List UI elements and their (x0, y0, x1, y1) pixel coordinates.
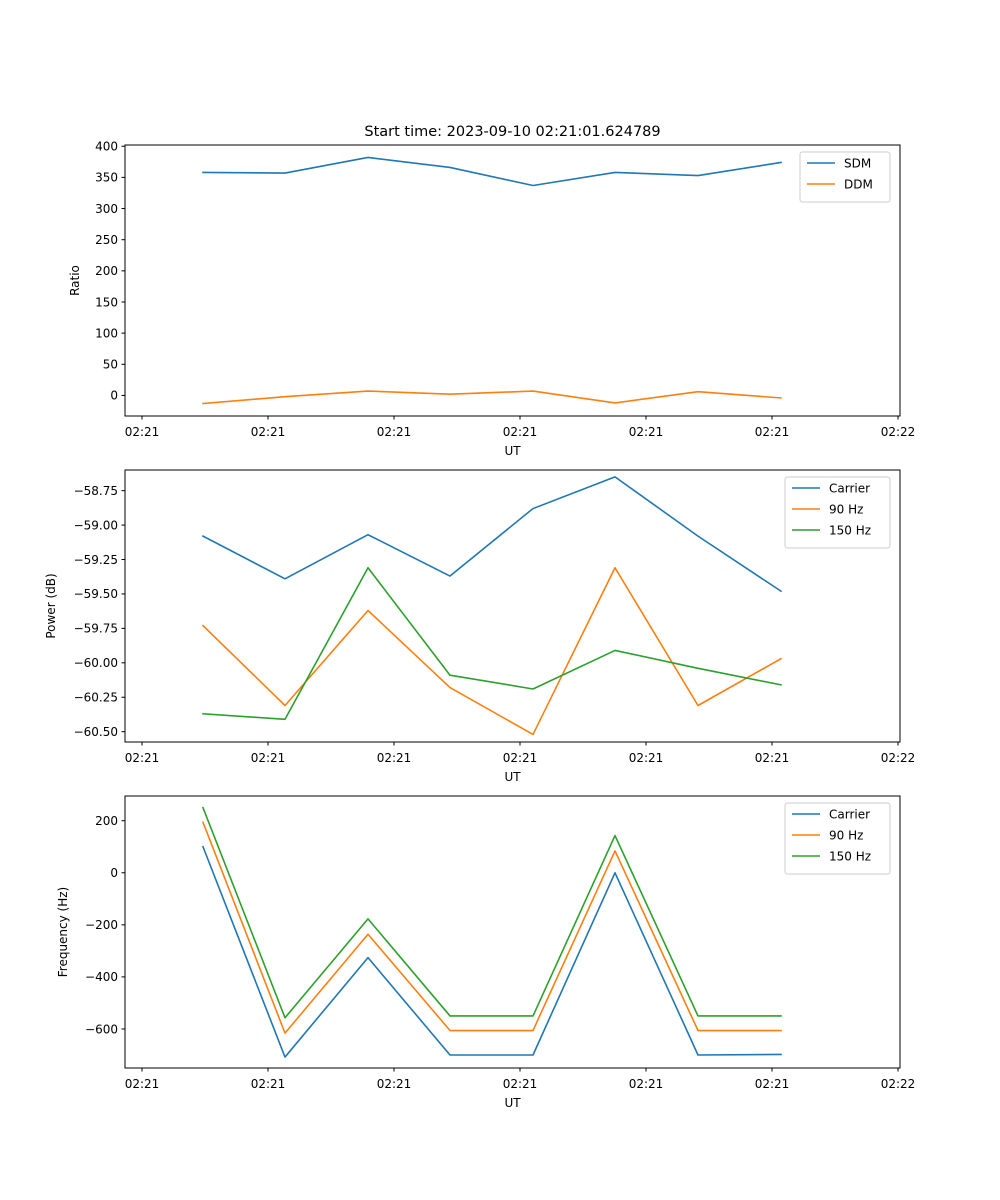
y-tick-label: 0 (110, 866, 118, 880)
y-tick-label: 100 (95, 326, 118, 340)
x-tick-label: 02:21 (377, 751, 412, 765)
x-tick-label: 02:21 (503, 751, 538, 765)
x-axis-label: UT (504, 770, 521, 784)
y-tick-label: 150 (95, 295, 118, 309)
y-tick-label: 0 (110, 389, 118, 403)
frequency-panel: −600 −400 −200 0 200 02:21 02:21 02:21 02:21 02:2… (56, 795, 916, 1110)
chart-title: Start time: 2023-09-10 02:21:01.624789 (364, 124, 660, 140)
series-line-ddm (202, 390, 782, 405)
y-tick-label: −60.25 (74, 691, 118, 705)
y-tick-label: 50 (103, 358, 118, 372)
y-tick-label: 200 (95, 264, 118, 278)
legend: SDM DDM (799, 151, 891, 203)
x-axis-label: UT (504, 444, 521, 458)
y-axis-label: Power (dB) (44, 573, 58, 638)
y-tick-label: −58.75 (74, 484, 118, 498)
legend-label: DDM (844, 177, 873, 191)
legend-label: Carrier (829, 807, 870, 821)
x-tick-label: 02:21 (503, 1077, 538, 1091)
y-tick-label: −59.00 (74, 518, 118, 532)
y-tick-label: −60.00 (74, 656, 118, 670)
y-tick-label: −59.75 (74, 622, 118, 636)
legend-label: 150 Hz (829, 523, 871, 537)
y-tick-label: −59.25 (74, 553, 118, 567)
x-tick-label: 02:21 (251, 1077, 286, 1091)
series-line-150-hz (201, 806, 782, 1019)
legend: Carrier 90 Hz 150 Hz (784, 476, 891, 549)
series-line-90-hz (201, 566, 783, 736)
series-line-sdm (202, 156, 782, 187)
y-tick-label: 300 (95, 202, 118, 216)
x-tick-label: 02:21 (377, 1077, 412, 1091)
y-axis-label: Frequency (Hz) (56, 887, 70, 978)
x-tick-label: 02:22 (881, 1077, 916, 1091)
y-tick-label: −600 (85, 1022, 118, 1036)
x-tick-label: 02:21 (125, 751, 160, 765)
series-line-90-hz (201, 821, 782, 1034)
x-tick-label: 02:21 (251, 425, 286, 439)
legend-label: Carrier (829, 481, 870, 495)
y-tick-label: 350 (95, 171, 118, 185)
x-tick-label: 02:21 (503, 425, 538, 439)
y-tick-label: −60.50 (74, 725, 118, 739)
legend-label: SDM (844, 156, 871, 170)
x-tick-label: 02:21 (125, 1077, 160, 1091)
y-tick-label: 250 (95, 233, 118, 247)
power-panel: −60.50 −60.25 −60.00 −59.75 −59.50 −59.25 −59.… (44, 469, 916, 784)
legend-label: 90 Hz (829, 502, 863, 516)
x-tick-label: 02:22 (881, 425, 916, 439)
y-tick-label: 400 (95, 140, 118, 154)
x-tick-label: 02:21 (377, 425, 412, 439)
x-tick-label: 02:21 (629, 751, 664, 765)
x-tick-label: 02:21 (629, 425, 664, 439)
y-tick-label: −59.50 (74, 587, 118, 601)
x-tick-label: 02:21 (629, 1077, 664, 1091)
x-tick-label: 02:21 (755, 751, 790, 765)
axes-frame (124, 144, 901, 417)
y-tick-label: −400 (85, 970, 118, 984)
x-tick-label: 02:21 (251, 751, 286, 765)
series-line-150-hz (202, 566, 782, 721)
x-tick-label: 02:21 (755, 1077, 790, 1091)
series-line-carrier (201, 476, 783, 593)
legend-box (799, 151, 891, 203)
ratio-panel: 0 50 100 150 200 250 300 350 400 02:21 02:21 02:21 0… (68, 140, 915, 458)
x-tick-label: 02:21 (755, 425, 790, 439)
y-tick-label: 200 (95, 814, 118, 828)
x-axis-label: UT (504, 1096, 521, 1110)
axes-frame (124, 469, 901, 743)
x-tick-label: 02:21 (125, 425, 160, 439)
x-tick-label: 02:22 (881, 751, 916, 765)
legend-label: 90 Hz (829, 828, 863, 842)
series-line-carrier (201, 845, 782, 1058)
legend: Carrier 90 Hz 150 Hz (784, 802, 891, 875)
y-axis-label: Ratio (68, 265, 82, 296)
axes-frame (124, 795, 901, 1069)
legend-label: 150 Hz (829, 849, 871, 863)
y-tick-label: −200 (85, 918, 118, 932)
